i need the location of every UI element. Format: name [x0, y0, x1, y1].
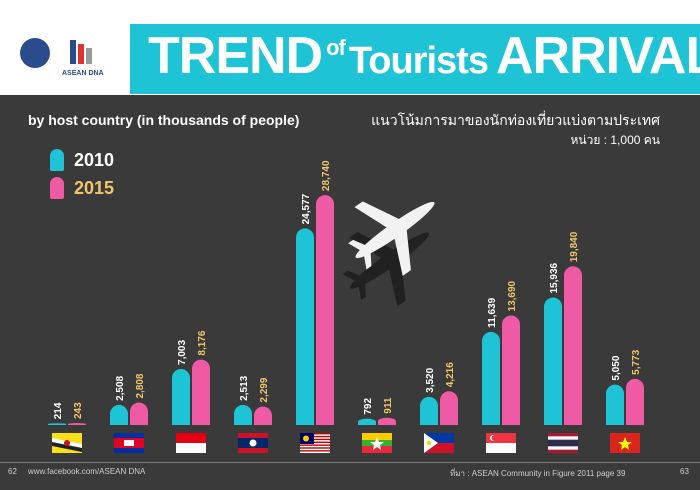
bar-cambodia-2010	[110, 404, 128, 425]
data-label-myanmar-2010: 792	[363, 398, 374, 415]
bar-indonesia-2015	[192, 359, 210, 425]
asean-dna-logo-text: ASEAN DNA	[62, 70, 104, 77]
data-label-thailand-2010: 15,936	[549, 262, 560, 293]
data-label-singapore-2010: 11,639	[487, 297, 498, 327]
legend-label-2015: 2015	[74, 177, 115, 198]
bar-thailand-2015	[564, 266, 582, 425]
page-number-left: 62	[8, 467, 17, 476]
bar-singapore-2015	[502, 315, 520, 425]
data-label-singapore-2015: 13,690	[507, 280, 518, 311]
indonesia-flag-icon	[176, 433, 206, 453]
singapore-flag-icon	[486, 433, 516, 453]
government-seal-logo-icon	[20, 38, 50, 68]
data-label-malaysia-2010: 24,577	[301, 193, 312, 224]
bar-singapore-2010	[482, 331, 500, 425]
page-number-right: 63	[680, 467, 689, 476]
airplane-icon	[342, 201, 435, 307]
data-label-malaysia-2015: 28,740	[321, 160, 332, 191]
data-label-myanmar-2015: 911	[383, 397, 394, 414]
bar-indonesia-2010	[172, 368, 190, 425]
data-label-philippines-2015: 4,216	[445, 362, 456, 387]
legend: 2010 2015	[50, 146, 114, 202]
bar-brunei-2010	[48, 423, 66, 425]
hri-logo-icon	[70, 40, 92, 64]
thailand-flag-icon	[548, 433, 578, 453]
title-part1: TREND	[148, 27, 323, 85]
bar-vietnam-2010	[606, 384, 624, 425]
footer-divider	[0, 462, 700, 463]
bar-cambodia-2015	[130, 402, 148, 425]
data-label-thailand-2015: 19,840	[569, 231, 580, 262]
footer-source: ที่มา : ASEAN Community in Figure 2011 p…	[450, 469, 626, 478]
myanmar-flag-icon	[362, 433, 392, 453]
thai-unit: หน่วย : 1,000 คน	[570, 133, 660, 147]
data-label-laos-2010: 2,513	[239, 375, 250, 400]
data-label-indonesia-2010: 7,003	[177, 340, 188, 365]
bar-malaysia-2015	[316, 195, 334, 425]
data-label-brunei-2015: 243	[73, 402, 84, 419]
bar-malaysia-2010	[296, 228, 314, 425]
data-label-brunei-2010: 214	[53, 402, 64, 419]
legend-item-2015: 2015	[50, 174, 114, 202]
data-label-laos-2015: 2,299	[259, 377, 270, 402]
vietnam-flag-icon	[610, 433, 640, 453]
bar-myanmar-2010	[358, 418, 376, 425]
legend-swatch-2015	[50, 177, 64, 199]
cambodia-flag-icon	[114, 433, 144, 453]
title-part4: ARRIVAL	[495, 27, 700, 85]
brunei-flag-icon	[52, 433, 82, 453]
bar-laos-2015	[254, 406, 272, 425]
legend-swatch-2010	[50, 149, 64, 171]
data-label-cambodia-2010: 2,508	[115, 375, 126, 400]
bar-philippines-2015	[440, 391, 458, 425]
data-label-vietnam-2015: 5,773	[631, 349, 642, 374]
title-part2: of	[326, 35, 346, 60]
malaysia-flag-icon	[300, 433, 330, 453]
thai-subtitle: แนวโน้มการมาของนักท่องเที่ยวแบ่งตามประเท…	[371, 112, 660, 128]
data-label-indonesia-2015: 8,176	[197, 330, 208, 355]
bar-brunei-2015	[68, 423, 86, 425]
bar-myanmar-2015	[378, 417, 396, 425]
data-label-cambodia-2015: 2,808	[135, 373, 146, 398]
title-band	[130, 24, 700, 94]
legend-label-2010: 2010	[74, 149, 115, 170]
philippines-flag-icon	[424, 433, 454, 453]
page-title: TREND of Tourists ARRIVAL	[148, 26, 700, 86]
data-label-vietnam-2010: 5,050	[611, 355, 622, 380]
data-label-philippines-2010: 3,520	[425, 367, 436, 392]
bar-philippines-2010	[420, 396, 438, 425]
bar-thailand-2010	[544, 297, 562, 425]
bar-vietnam-2015	[626, 378, 644, 425]
bar-laos-2010	[234, 404, 252, 425]
laos-flag-icon	[238, 433, 268, 453]
title-part3: Tourists	[348, 40, 489, 82]
legend-item-2010: 2010	[50, 146, 114, 174]
footer-url: www.facebook.com/ASEAN DNA	[28, 467, 146, 476]
chart-subtitle: by host country (in thousands of people)	[28, 112, 300, 128]
